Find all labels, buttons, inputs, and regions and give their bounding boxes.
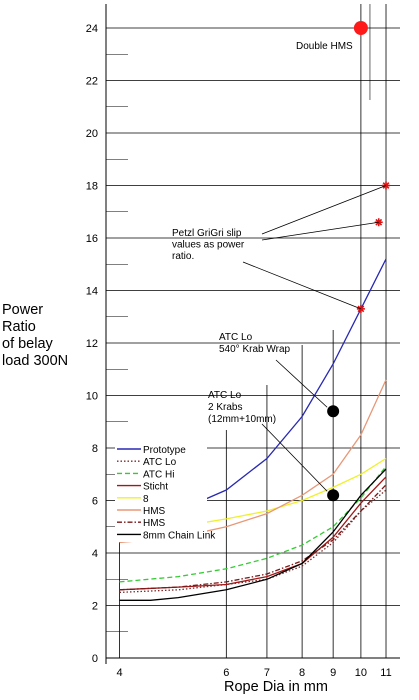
x-tick-label: 8 — [299, 667, 305, 679]
legend-label: HMS — [143, 518, 166, 529]
x-tick-label: 9 — [330, 667, 336, 679]
y-tick-label: 24 — [86, 23, 98, 35]
legend-box — [115, 442, 207, 542]
annotation-pointer-line — [242, 261, 362, 310]
legend-label: Sticht — [143, 482, 168, 493]
x-tick-label: 10 — [355, 667, 367, 679]
y-tick-label: 10 — [86, 391, 98, 403]
y-axis-label-line: of belay — [2, 336, 53, 352]
y-tick-label: 4 — [92, 548, 98, 560]
annotation-atc-wrap: 540° Krab Wrap — [219, 344, 291, 355]
x-tick-label: 7 — [264, 667, 270, 679]
y-tick-label: 12 — [86, 338, 98, 350]
legend-label: 8 — [143, 494, 149, 505]
data-point-marker — [327, 489, 340, 502]
y-tick-label: 20 — [86, 128, 98, 140]
data-point-marker — [353, 21, 368, 35]
annotation-atc-krabs: ATC Lo — [208, 390, 242, 401]
annotation-double-hms: Double HMS — [296, 41, 353, 52]
annotation-grigri: ratio. — [172, 251, 194, 262]
y-axis-label-line: Power — [2, 302, 44, 318]
annotation-grigri: values as power — [172, 240, 245, 251]
series-line — [119, 465, 387, 583]
y-tick-label: 18 — [86, 181, 98, 193]
x-tick-label: 6 — [223, 667, 229, 679]
annotation-atc-krabs: (12mm+10mm) — [208, 414, 276, 425]
y-tick-label: 22 — [86, 76, 98, 88]
annotation-pointer-line — [275, 359, 328, 408]
legend-label: Prototype — [143, 445, 186, 456]
series-line — [119, 484, 387, 591]
annotation-atc-krabs: 2 Krabs — [208, 402, 242, 413]
y-axis-label-line: Ratio — [2, 319, 36, 335]
x-axis-label: Rope Dia in mm — [224, 679, 328, 695]
legend-label: HMS — [143, 506, 166, 517]
annotation-pointer-line — [261, 221, 379, 241]
y-tick-label: 8 — [92, 443, 98, 455]
y-axis-label: Power Ratio of belay load 300N — [2, 302, 70, 370]
y-tick-label: 6 — [92, 496, 98, 508]
y-tick-label: 16 — [86, 233, 98, 245]
annotation-grigri: Petzl GriGri slip — [172, 228, 242, 239]
data-point-marker — [327, 405, 340, 418]
legend-label: ATC Lo — [143, 457, 177, 468]
x-tick-label: 11 — [380, 667, 391, 679]
y-tick-label: 2 — [92, 601, 98, 613]
y-axis-label-line: load 300N — [2, 353, 69, 369]
y-tick-label: 14 — [86, 286, 98, 298]
annotation-pointer-line — [261, 185, 387, 235]
legend-label: 8mm Chain Link — [143, 530, 216, 541]
legend-label: ATC Hi — [143, 469, 174, 480]
annotation-pointer-line — [261, 423, 328, 492]
x-tick-label: 4 — [116, 667, 122, 679]
y-tick-label: 0 — [92, 653, 98, 665]
series-line — [119, 468, 387, 601]
annotation-atc-wrap: ATC Lo — [219, 332, 253, 343]
